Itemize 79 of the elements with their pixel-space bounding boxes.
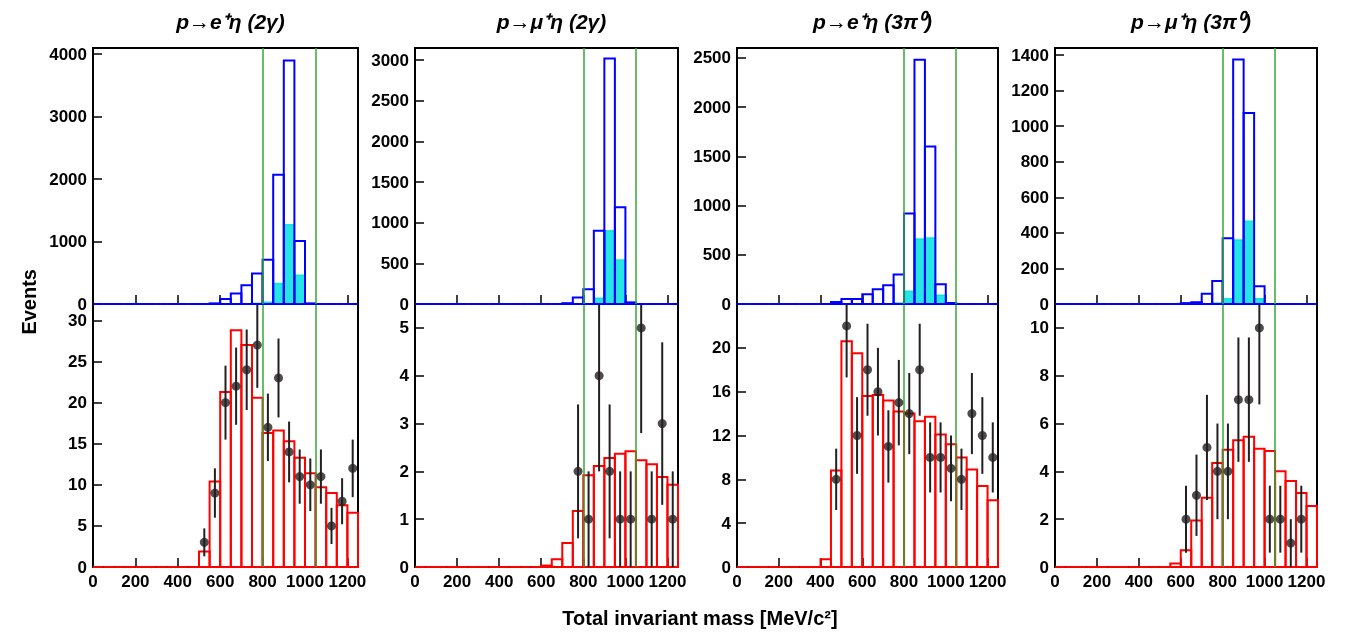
y-tick-label: 1200 — [1011, 81, 1049, 101]
x-tick-label: 600 — [527, 572, 556, 591]
y-tick-label: 2500 — [693, 48, 731, 68]
x-tick-label: 200 — [121, 572, 150, 591]
y-tick-label: 1000 — [693, 196, 731, 216]
chart-title: p→μ⁺η (3π⁰) — [1130, 10, 1251, 33]
y-tick-label: 1000 — [49, 232, 87, 252]
y-tick-label: 0 — [721, 557, 731, 577]
x-tick-label: 200 — [1082, 572, 1112, 591]
y-tick-label: 5 — [77, 516, 87, 536]
y-tick-label: 1500 — [693, 146, 731, 166]
y-tick-label: 800 — [1020, 152, 1049, 172]
y-tick-label: 1 — [399, 509, 409, 529]
x-tick-label: 1000 — [286, 572, 324, 591]
y-tick-label: 4 — [399, 366, 410, 386]
y-tick-label: 3000 — [371, 50, 409, 70]
y-tick-label: 0 — [1039, 294, 1049, 314]
chart-title: p→μ⁺η (2γ) — [495, 10, 607, 33]
y-tick-label: 1500 — [371, 172, 409, 192]
y-tick-label: 20 — [68, 393, 87, 413]
y-tick-label: 8 — [721, 469, 731, 489]
y-tick-label: 0 — [399, 294, 409, 314]
y-tick-label: 20 — [712, 338, 731, 358]
y-tick-label: 4000 — [49, 44, 87, 64]
x-axis-title: Total invariant mass [MeV/c²] — [561, 607, 839, 630]
y-tick-label: 12 — [712, 426, 731, 445]
y-tick-label: 1400 — [1011, 45, 1049, 65]
y-tick-label: 500 — [702, 245, 731, 265]
y-tick-label: 5 — [399, 318, 409, 338]
y-tick-label: 15 — [68, 434, 87, 454]
y-tick-label: 400 — [1020, 223, 1049, 243]
x-tick-label: 400 — [163, 572, 192, 591]
y-tick-label: 2 — [1039, 509, 1049, 529]
y-tick-label: 1000 — [371, 213, 409, 233]
x-tick-label: 400 — [1124, 572, 1154, 591]
x-tick-label: 200 — [764, 572, 793, 591]
x-tick-label: 800 — [1208, 572, 1237, 591]
y-tick-label: 10 — [68, 475, 87, 495]
x-tick-label: 1200 — [648, 572, 687, 591]
x-tick-label: 400 — [484, 572, 514, 591]
y-tick-label: 0 — [399, 557, 409, 577]
y-tick-label: 2 — [399, 461, 409, 481]
y-tick-label: 3000 — [49, 107, 87, 127]
y-tick-label: 2500 — [371, 91, 409, 111]
y-tick-label: 1000 — [1011, 116, 1049, 136]
y-tick-label: 2000 — [693, 97, 731, 117]
y-tick-label: 8 — [1039, 366, 1049, 386]
y-tick-label: 10 — [1030, 318, 1049, 338]
x-tick-label: 1000 — [1245, 572, 1284, 591]
y-tick-label: 4 — [721, 513, 732, 533]
x-tick-label: 1000 — [606, 572, 645, 591]
y-tick-label: 0 — [77, 557, 87, 577]
x-tick-label: 1200 — [328, 572, 367, 591]
x-tick-label: 1200 — [1287, 572, 1326, 591]
x-tick-label: 200 — [442, 572, 472, 591]
y-tick-label: 16 — [712, 382, 731, 402]
y-axis-title: Events — [18, 269, 41, 335]
x-tick-label: 400 — [806, 572, 835, 591]
x-tick-label: 800 — [248, 572, 277, 591]
y-tick-label: 0 — [721, 294, 731, 314]
y-tick-label: 4 — [1039, 461, 1050, 481]
x-tick-label: 800 — [889, 572, 919, 591]
x-tick-label: 600 — [1166, 572, 1195, 591]
x-tick-label: 800 — [569, 572, 598, 591]
chart-title: p→e⁺η (2γ) — [175, 10, 285, 33]
y-tick-label: 25 — [68, 352, 87, 372]
x-tick-label: 600 — [848, 572, 877, 591]
x-tick-label: 600 — [206, 572, 235, 591]
y-tick-label: 0 — [1039, 557, 1049, 577]
y-tick-label: 3 — [399, 414, 409, 434]
y-tick-label: 200 — [1020, 258, 1049, 278]
x-tick-label: 1000 — [926, 572, 965, 591]
y-tick-label: 600 — [1020, 187, 1049, 207]
y-tick-label: 500 — [380, 253, 409, 273]
y-tick-label: 2000 — [49, 169, 87, 189]
chart-title: p→e⁺η (3π⁰) — [812, 10, 932, 33]
y-tick-label: 2000 — [371, 131, 409, 151]
x-tick-label: 1200 — [968, 572, 1007, 591]
y-tick-label: 6 — [1039, 414, 1049, 434]
